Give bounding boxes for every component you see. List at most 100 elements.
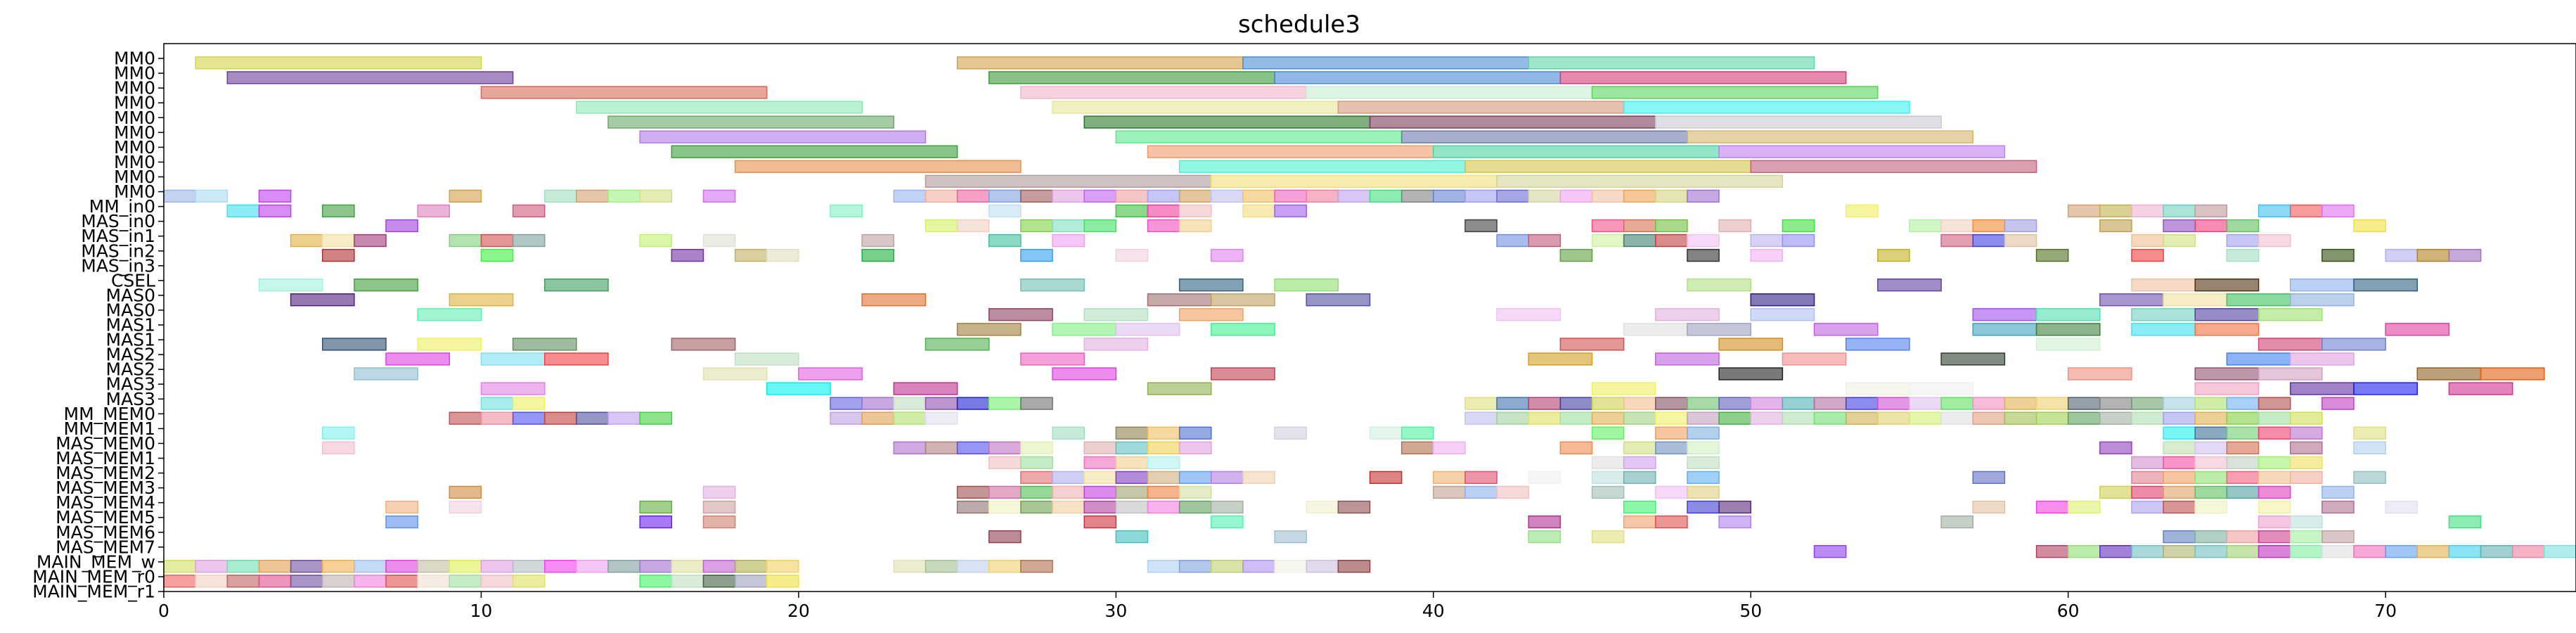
gantt-bar	[925, 338, 990, 351]
gantt-bar	[1718, 500, 1751, 514]
gantt-bar	[1528, 411, 1561, 425]
gantt-bar	[1020, 500, 1053, 514]
gantt-bar	[2289, 411, 2323, 425]
gantt-bar	[321, 234, 355, 248]
gantt-bar	[1115, 441, 1149, 454]
gantt-bar	[1433, 145, 1720, 158]
gantt-bar	[1813, 544, 1847, 558]
gantt-bar	[607, 115, 895, 129]
gantt-bar	[2416, 544, 2450, 558]
gantt-bar	[1496, 397, 1529, 410]
gantt-bar	[576, 101, 863, 114]
gantt-bar	[671, 560, 704, 573]
gantt-bar	[766, 382, 831, 395]
gantt-bar	[258, 560, 292, 573]
gantt-bar	[1274, 426, 1307, 440]
gantt-bar	[2448, 544, 2482, 558]
gantt-bar	[1052, 189, 1085, 203]
gantt-bar	[2131, 485, 2164, 499]
gantt-bar	[2289, 471, 2323, 485]
gantt-bar	[893, 189, 927, 203]
gantt-bar	[1718, 397, 1751, 410]
gantt-bar	[1591, 411, 1625, 425]
gantt-bar	[385, 515, 418, 529]
gantt-bar	[543, 352, 609, 366]
gantt-bar	[1115, 189, 1149, 203]
gantt-bar	[1178, 426, 1212, 440]
gantt-bar	[290, 293, 355, 307]
gantt-bar	[1083, 500, 1117, 514]
gantt-bar	[1623, 441, 1656, 454]
gantt-bar	[925, 189, 958, 203]
gantt-bar	[1242, 471, 1275, 485]
gantt-bar	[1655, 485, 1688, 499]
gantt-bar	[639, 500, 673, 514]
y-tick-label: MAS_in0	[81, 211, 155, 231]
gantt-bar	[1115, 456, 1149, 470]
gantt-bar	[2353, 279, 2419, 292]
gantt-bar	[988, 441, 1022, 454]
gantt-bar	[2099, 397, 2132, 410]
y-tick-label: MM0	[114, 108, 155, 128]
y-tick-label: MAS2	[106, 345, 155, 365]
gantt-bar	[2004, 411, 2037, 425]
gantt-bar	[354, 575, 387, 588]
gantt-bar	[2258, 308, 2323, 321]
y-tick-label: CSEL	[111, 270, 155, 290]
gantt-bar	[2067, 500, 2101, 514]
gantt-bar	[480, 86, 768, 99]
gantt-bar	[1147, 382, 1212, 395]
gantt-bar	[543, 189, 577, 203]
gantt-bar	[1083, 485, 1117, 499]
gantt-bar	[385, 352, 451, 366]
gantt-bar	[385, 560, 418, 573]
gantt-bar	[449, 293, 514, 307]
gantt-bar	[2289, 293, 2355, 307]
gantt-bar	[702, 500, 736, 514]
gantt-bar	[1115, 485, 1149, 499]
gantt-bar	[2321, 397, 2355, 410]
gantt-bar	[1274, 204, 1307, 218]
gantt-bar	[893, 382, 958, 395]
gantt-bar	[1147, 219, 1180, 233]
x-tick-label: 70	[2374, 601, 2397, 621]
gantt-bar	[2131, 248, 2164, 262]
gantt-bar	[2480, 544, 2513, 558]
gantt-bar	[1274, 71, 1561, 84]
gantt-bar	[1083, 115, 1371, 129]
gantt-bar	[2289, 426, 2323, 440]
gantt-bar	[385, 575, 418, 588]
gantt-bar	[956, 219, 990, 233]
gantt-bar	[1528, 471, 1561, 485]
gantt-bar	[1274, 560, 1307, 573]
gantt-bar	[1528, 530, 1561, 544]
gantt-bar	[2321, 544, 2355, 558]
gantt-bar	[1591, 86, 1879, 99]
gantt-bar	[1909, 219, 1942, 233]
gantt-bar	[1591, 382, 1656, 395]
gantt-bar	[2448, 248, 2482, 262]
gantt-bar	[1972, 234, 2006, 248]
gantt-bar	[2289, 441, 2323, 454]
y-tick-label: MM_MEM1	[64, 418, 155, 439]
gantt-bar	[1687, 130, 1973, 143]
gantt-bar	[2289, 382, 2355, 395]
gantt-bar	[1083, 471, 1117, 485]
gantt-bar	[1083, 219, 1117, 233]
gantt-bar	[2131, 456, 2164, 470]
gantt-bar	[830, 397, 863, 410]
y-tick-label: MM0	[114, 93, 155, 113]
gantt-bar	[1972, 323, 2037, 336]
gantt-bar	[480, 575, 514, 588]
gantt-bar	[1559, 411, 1593, 425]
gantt-bar	[2004, 397, 2037, 410]
gantt-bar	[449, 411, 482, 425]
gantt-bar	[1687, 234, 1720, 248]
gantt-bar	[1655, 189, 1688, 203]
y-tick-label: MAS_MEM2	[56, 463, 155, 483]
gantt-bar	[734, 575, 768, 588]
gantt-bar	[2163, 530, 2196, 544]
gantt-bar	[2321, 530, 2355, 544]
gantt-bar	[2385, 500, 2419, 514]
